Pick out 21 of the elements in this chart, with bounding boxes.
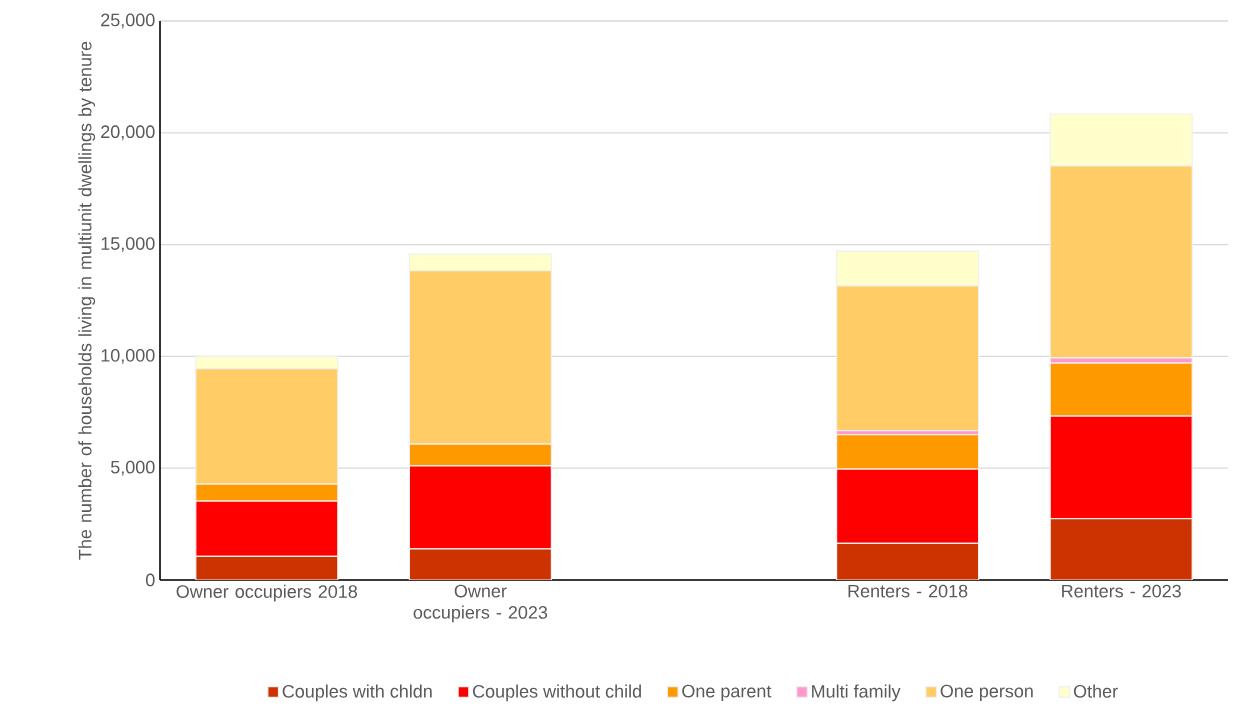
y-tick-label: 25,000: [101, 13, 155, 29]
y-tick-label: 15,000: [101, 237, 155, 253]
y-tick-label: 0: [146, 573, 155, 587]
legend-label: Other: [1073, 684, 1118, 698]
legend-label: Couples with chldn: [282, 684, 432, 702]
legend-label: One person: [940, 684, 1033, 702]
x-tick-label: Renters - 2023: [1062, 584, 1181, 598]
bar: [195, 555, 339, 580]
x-tick-label: Renters - 2018: [848, 584, 968, 598]
y-tick-label: 5,000: [110, 460, 155, 476]
legend-label: One parent: [682, 684, 772, 702]
x-tick-label: Owner occupiers 2018: [176, 584, 358, 602]
bar: [836, 542, 980, 580]
bar: [1049, 518, 1193, 580]
legend-label: Multi family: [812, 684, 901, 702]
y-tick-label: 20,000: [101, 125, 155, 141]
bar: [408, 548, 552, 580]
y-axis-title: The number of households living in multiunit dwellings by tenure: [78, 41, 96, 560]
legend-label: Couples without child: [472, 684, 641, 702]
y-tick-label: 10,000: [101, 348, 155, 364]
x-tick-label: Owner occupiers - 2023: [413, 584, 548, 623]
